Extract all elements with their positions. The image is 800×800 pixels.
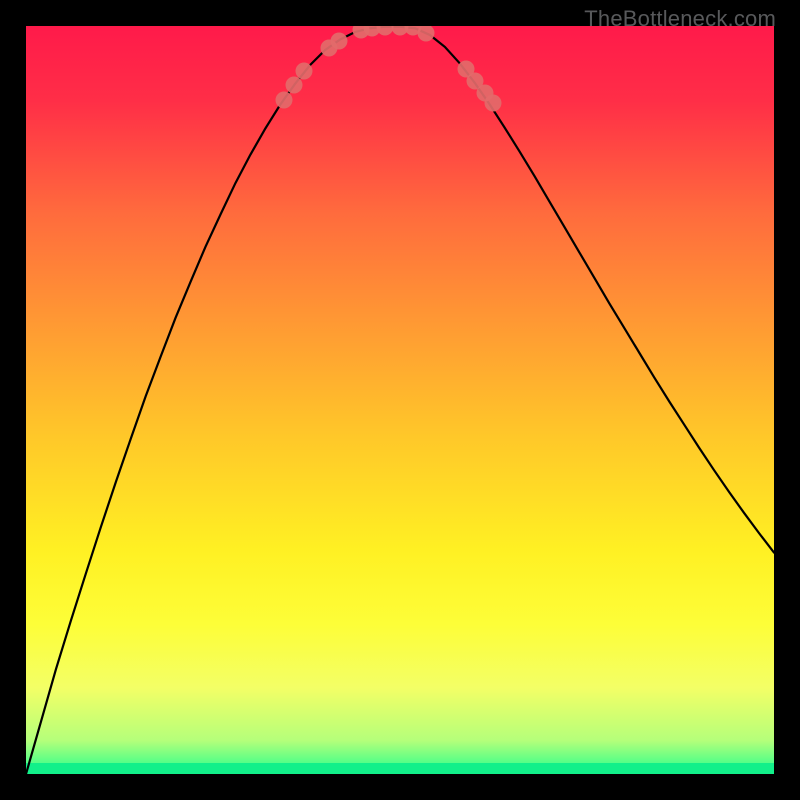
- plot-area: [26, 26, 774, 774]
- bottleneck-curve-svg: [26, 26, 774, 774]
- chart-frame: TheBottleneck.com: [0, 0, 800, 800]
- curve-marker: [330, 32, 347, 49]
- bottleneck-curve-path: [26, 27, 774, 774]
- curve-marker: [296, 62, 313, 79]
- curve-marker: [285, 77, 302, 94]
- curve-marker: [484, 95, 501, 112]
- curve-marker: [276, 92, 293, 109]
